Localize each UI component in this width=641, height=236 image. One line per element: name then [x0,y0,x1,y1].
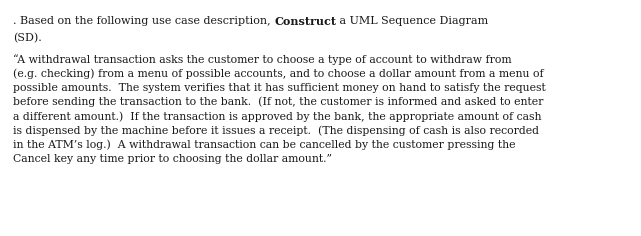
Text: (SD).: (SD). [13,33,42,43]
Text: . Based on the following use case description,: . Based on the following use case descri… [13,16,274,26]
Text: Construct: Construct [274,16,336,27]
Text: “A withdrawal transaction asks the customer to choose a type of account to withd: “A withdrawal transaction asks the custo… [13,54,545,164]
Text: a UML Sequence Diagram: a UML Sequence Diagram [336,16,488,26]
